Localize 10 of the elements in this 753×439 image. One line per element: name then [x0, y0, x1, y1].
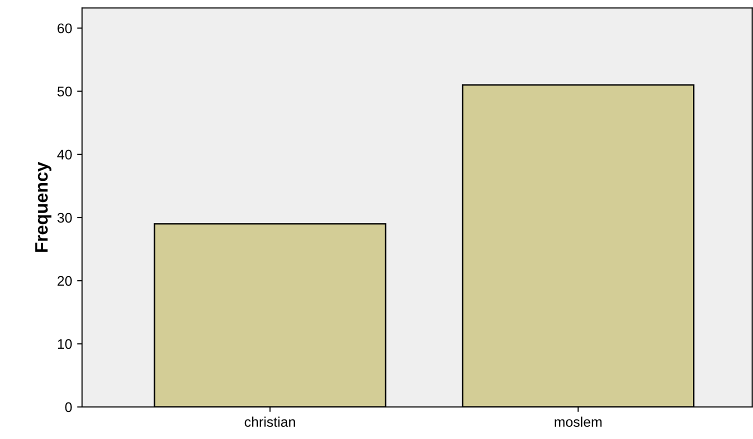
y-tick-label: 40 — [57, 150, 72, 160]
y-tick-label: 50 — [57, 86, 72, 96]
y-tick-label: 20 — [58, 276, 72, 286]
y-tick-label: 60 — [58, 23, 72, 34]
y-tick-label: 10 — [58, 339, 72, 349]
y-tick-label: 30 — [57, 212, 72, 223]
y-tick-label: 0 — [65, 402, 72, 412]
y-axis-title: Frequency — [35, 162, 52, 252]
x-tick-label: moslem — [554, 416, 602, 427]
x-tick-label: christian — [244, 416, 295, 427]
